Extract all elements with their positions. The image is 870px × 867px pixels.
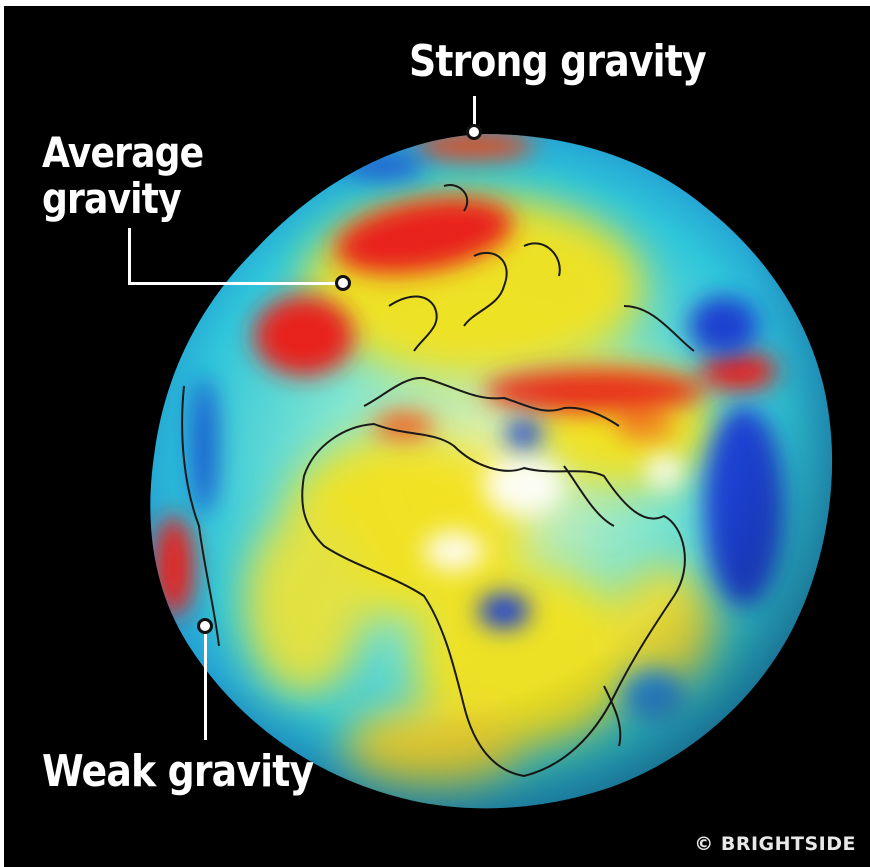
geoid-globe [150, 134, 833, 809]
strong-gravity-marker [466, 124, 482, 140]
average-gravity-marker [335, 275, 351, 291]
image-frame: Strong gravity Average gravity Weak grav… [4, 6, 870, 867]
weak-gravity-label: Weak gravity [42, 746, 314, 797]
average-gravity-leader-vertical [128, 228, 131, 284]
brightside-watermark: © BRIGHTSIDE [694, 833, 856, 855]
average-gravity-leader-horizontal [128, 282, 338, 285]
average-gravity-label-line2: gravity [42, 174, 182, 223]
strong-gravity-label: Strong gravity [409, 36, 707, 87]
average-gravity-label-line1: Average [42, 128, 204, 177]
strong-gravity-leader [473, 96, 476, 132]
weak-gravity-leader [204, 634, 207, 740]
average-gravity-label: Average gravity [42, 128, 204, 223]
weak-gravity-marker [197, 618, 213, 634]
